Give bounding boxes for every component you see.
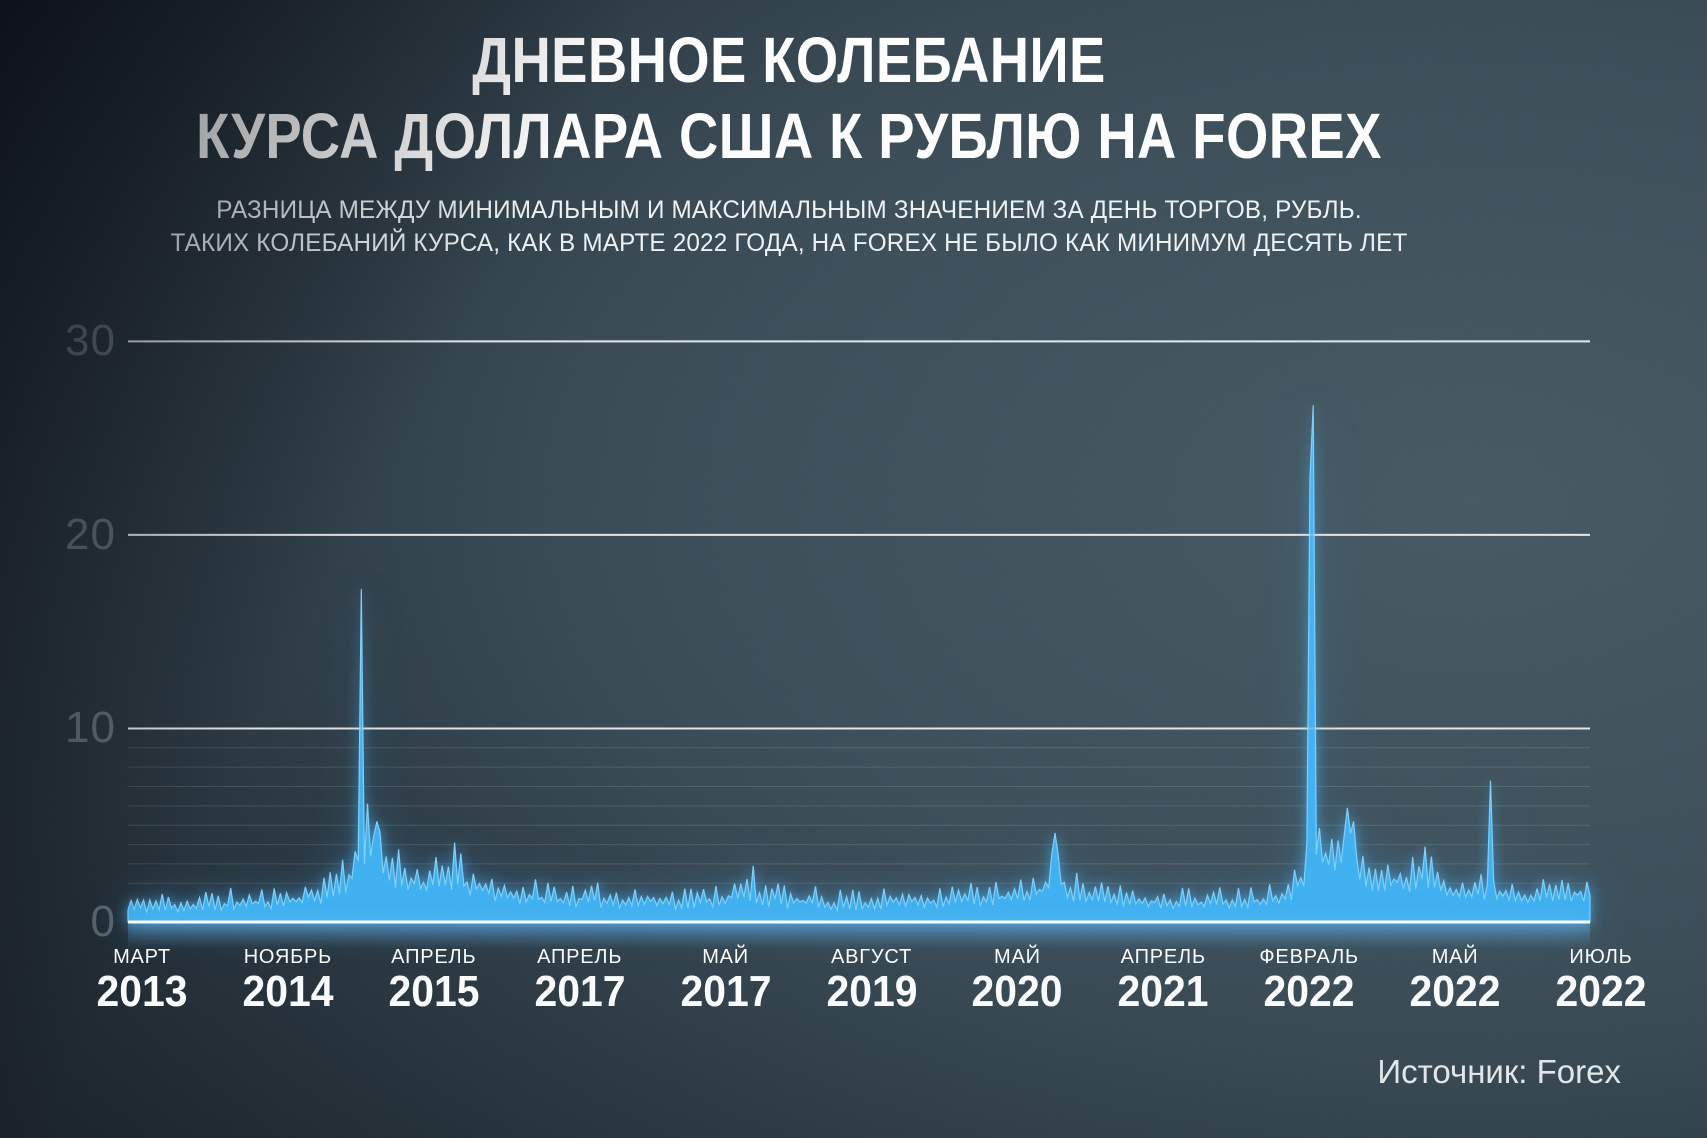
- title-line-2: КУРСА ДОЛЛАРА США К РУБЛЮ НА FOREX: [196, 100, 1382, 172]
- subtitle-line-1: РАЗНИЦА МЕЖДУ МИНИМАЛЬНЫМ И МАКСИМАЛЬНЫМ…: [216, 196, 1362, 224]
- title-line-1: ДНЕВНОЕ КОЛЕБАНИЕ: [472, 24, 1106, 96]
- y-tick-label-20: 20: [65, 509, 116, 559]
- x-tick-июль-2022: ИЮЛЬ 2022: [1491, 944, 1707, 1014]
- subtitle-line-2: ТАКИХ КОЛЕБАНИЙ КУРСА, КАК В МАРТЕ 2022 …: [170, 229, 1408, 257]
- gridlines-major-overlay: [128, 340, 1590, 730]
- y-tick-label-0: 0: [90, 897, 116, 946]
- y-tick-label-30: 30: [65, 316, 116, 366]
- area-chart: [127, 340, 1591, 949]
- x-axis-labels: МАРТ 2013 НОЯБРЬ 2014 АПРЕЛЬ 2015 АПРЕЛЬ 2017 МА…: [96, 944, 1646, 1054]
- page-title: ДНЕВНОЕ КОЛЕБАНИЕ КУРСА ДОЛЛАРА США К РУ…: [6, 22, 1572, 174]
- x-tick-year: 2022: [1555, 967, 1647, 1016]
- page-subtitle: РАЗНИЦА МЕЖДУ МИНИМАЛЬНЫМ И МАКСИМАЛЬНЫМ…: [6, 194, 1572, 260]
- source-attribution: Источник: Forex: [1377, 1053, 1621, 1090]
- y-tick-label-10: 10: [65, 703, 116, 753]
